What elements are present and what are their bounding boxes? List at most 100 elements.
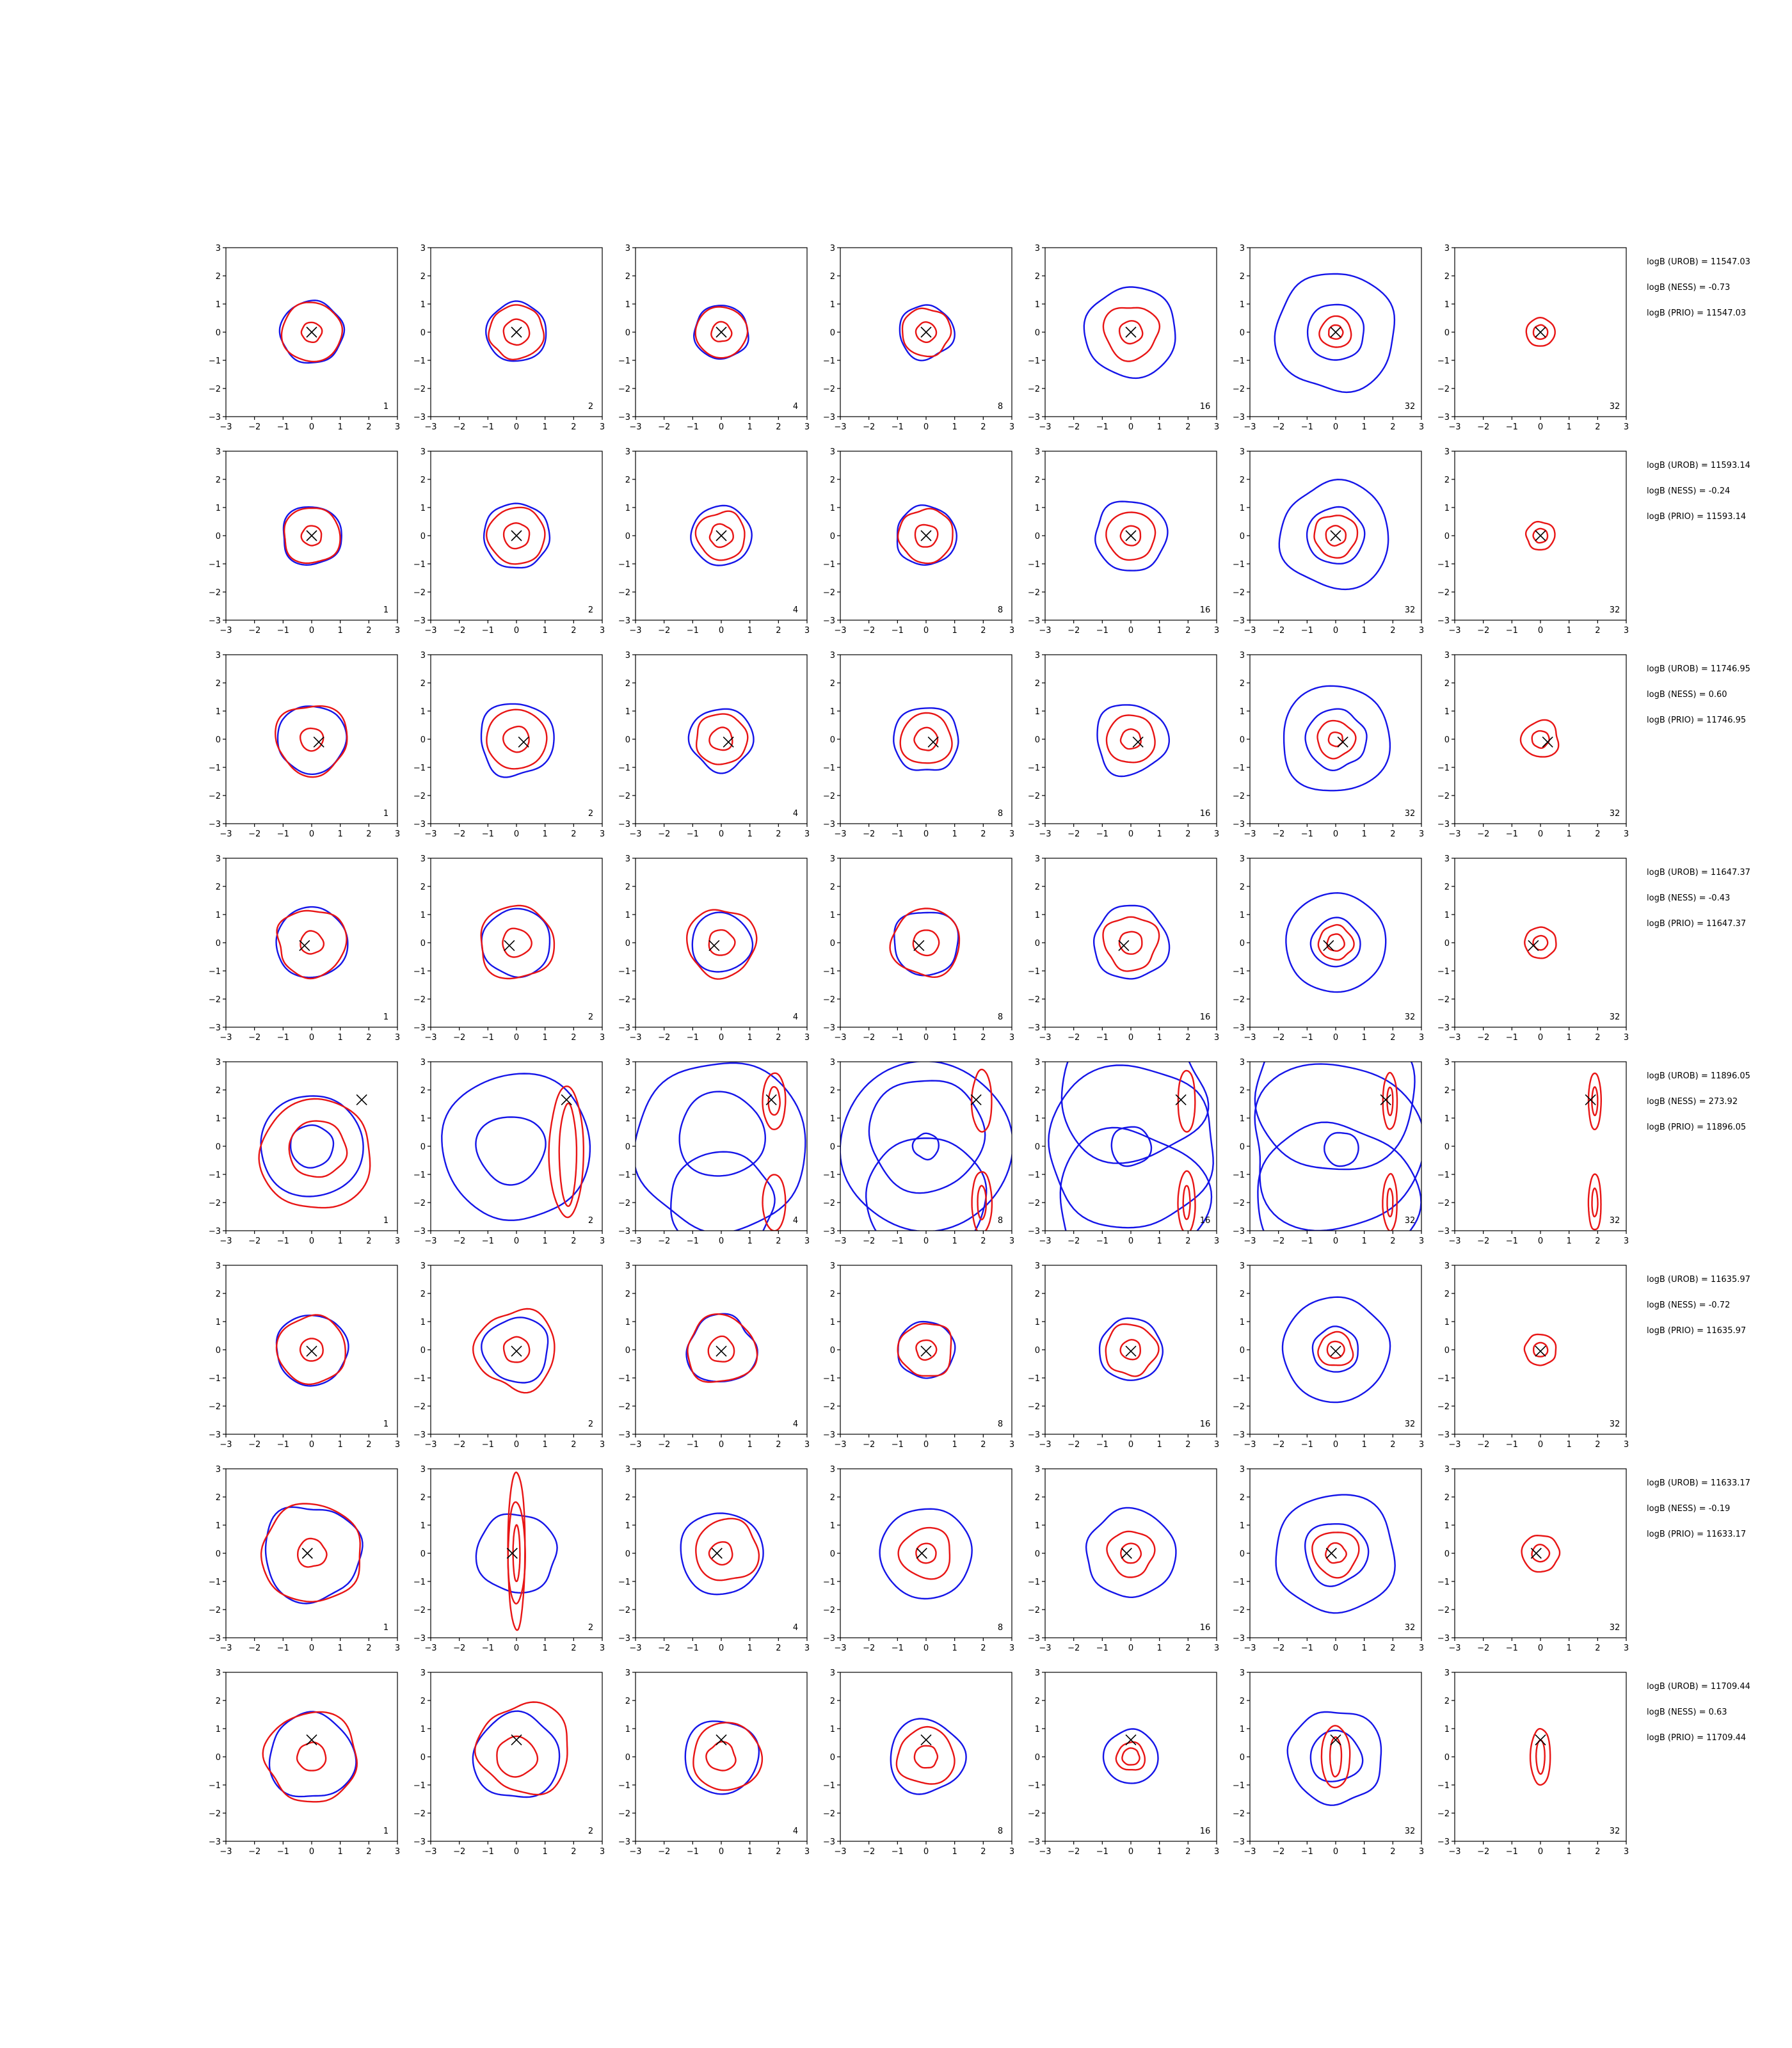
blue-contour [840,1062,1012,1231]
contour-group [275,1314,349,1387]
y-tick-label: 1 [625,911,630,920]
x-tick-label: −2 [248,1440,260,1450]
red-contour [1329,1736,1343,1778]
red-contour [710,321,733,342]
y-tick-label: 0 [1035,735,1040,745]
y-tick-label: −3 [1437,1023,1450,1033]
y-tick-label: 2 [420,272,426,282]
red-contour [901,307,952,358]
true-value-marker [1535,326,1546,338]
blue-contour [911,1132,940,1161]
contour-group [485,300,547,362]
red-contour [280,301,344,363]
y-tick-label: −2 [1233,588,1245,598]
x-tick-label: 1 [543,829,548,839]
x-tick-label: −3 [220,1440,232,1450]
y-tick-label: −2 [1233,995,1245,1005]
x-tick-label: −2 [1068,1644,1080,1653]
true-value-marker [920,1345,932,1357]
y-tick-label: 1 [420,1725,426,1734]
true-value-marker [716,530,727,541]
red-contour [1317,1331,1354,1366]
y-tick-label: 1 [216,1114,221,1124]
y-tick-label: −1 [618,1374,630,1384]
x-tick-label: 3 [1624,1644,1629,1653]
y-tick-label: 2 [420,679,426,689]
y-tick-label: −2 [1028,588,1040,598]
y-tick-label: −1 [618,356,630,366]
y-tick-label: −2 [1233,1606,1245,1615]
y-tick-label: −2 [1233,1809,1245,1819]
x-tick-label: 2 [776,1847,781,1857]
x-tick-label: −1 [1301,829,1313,839]
x-tick-label: −3 [1244,1236,1256,1246]
y-tick-label: 2 [216,476,221,485]
y-tick-label: 0 [1035,1346,1040,1356]
y-tick-label: −3 [618,1837,630,1847]
red-contour [300,321,323,343]
y-tick-label: −3 [209,1837,221,1847]
x-tick-label: −2 [1068,422,1080,432]
x-tick-label: 1 [1362,1440,1367,1450]
x-tick-label: 0 [924,1847,929,1857]
x-tick-label: −3 [1039,1644,1051,1653]
true-value-marker [1585,1094,1596,1105]
contour-group [1102,1728,1159,1784]
y-tick-label: 3 [420,1058,426,1068]
y-tick-label: 0 [1240,328,1245,338]
panel-r7-c3: −3−3 −2 −2 −1 −1 0 0 1 1 2 2 3 3 4 [618,1465,810,1653]
x-tick-label: 2 [1390,422,1395,432]
panel-r6-c7: −3−3 −2 −2 −1 −1 0 0 1 1 2 2 3 3 32 [1437,1261,1629,1450]
x-tick-label: −2 [248,1847,260,1857]
y-tick-label: 1 [1240,707,1245,717]
x-tick-label: 1 [1567,829,1572,839]
x-tick-label: 3 [600,1236,605,1246]
contour-group [1093,904,1171,980]
x-tick-label: −3 [834,1440,846,1450]
y-tick-label: 1 [1240,911,1245,920]
y-tick-label: 1 [625,1725,630,1734]
logb-annotation: logB (PRIO) = 11647.37 [1647,919,1746,929]
x-tick-label: −1 [482,1236,494,1246]
y-tick-label: −1 [413,1578,426,1587]
y-tick-label: −3 [618,820,630,829]
x-tick-label: 1 [1362,1236,1367,1246]
y-tick-label: −1 [413,356,426,366]
y-tick-label: −1 [1437,967,1450,977]
panel-label: 32 [1405,1420,1416,1429]
red-contour [708,929,736,956]
y-tick-label: 3 [625,854,630,864]
contour-group [1519,719,1560,758]
red-contour [1591,1187,1599,1218]
contour-group [1254,1062,1421,1231]
true-value-marker [299,940,310,951]
red-contour [970,1068,993,1133]
y-tick-label: 0 [830,1346,835,1356]
y-tick-label: −3 [413,1023,426,1033]
panel-label: 1 [383,1827,388,1836]
logb-annotation: logB (UROB) = 11896.05 [1647,1071,1750,1081]
y-tick-label: 3 [1035,1058,1040,1068]
panel-r6-c6: −3−3 −2 −2 −1 −1 0 0 1 1 2 2 3 3 32 [1233,1261,1424,1450]
x-tick-label: 2 [571,1644,576,1653]
y-tick-label: −1 [618,1578,630,1587]
x-tick-label: 3 [1009,1847,1014,1857]
x-tick-label: 1 [748,626,753,636]
y-tick-label: 3 [216,1465,221,1475]
x-tick-label: 2 [1185,422,1190,432]
red-contour [694,306,749,359]
x-tick-label: 1 [952,626,957,636]
true-value-marker [504,940,515,951]
y-tick-label: −3 [823,413,835,422]
x-tick-label: 0 [1333,626,1338,636]
x-tick-label: −3 [220,422,232,432]
x-tick-label: 3 [804,1236,810,1246]
blue-contour [481,1316,549,1384]
x-tick-label: −2 [1477,1440,1489,1450]
x-tick-label: −3 [424,829,436,839]
y-tick-label: −2 [1437,1809,1450,1819]
y-tick-label: 0 [625,1142,630,1152]
red-contour [897,508,954,564]
panel-label: 32 [1405,1216,1416,1226]
